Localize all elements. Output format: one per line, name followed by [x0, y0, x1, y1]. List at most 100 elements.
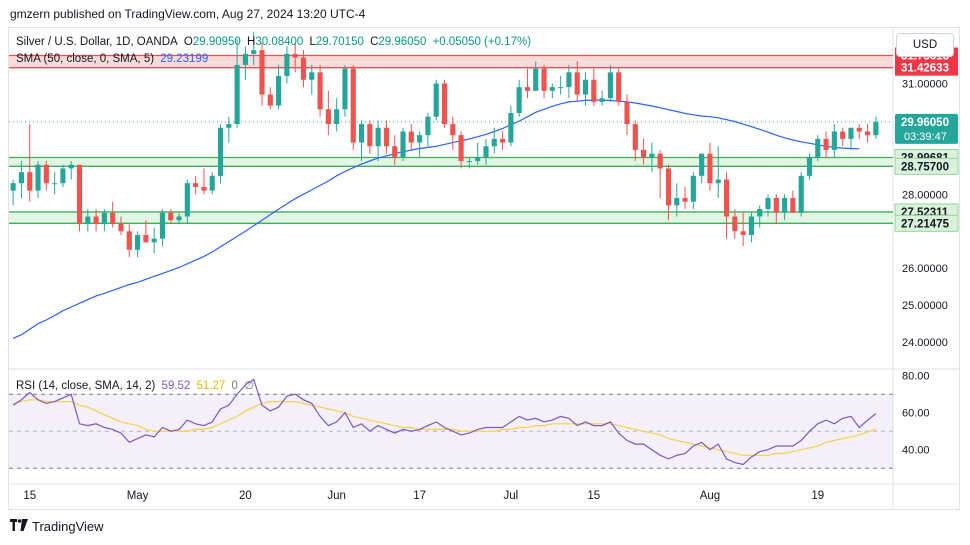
time-tick-label: 15	[587, 490, 600, 502]
zone-price-label: 28.75700	[901, 161, 949, 173]
candle-body	[815, 138, 821, 158]
ohlc-change: +0.05050 (+0.17%)	[432, 36, 532, 48]
candle	[433, 79, 439, 121]
currency-button[interactable]: USD	[896, 33, 954, 57]
candle-body	[541, 68, 547, 91]
candle	[549, 83, 555, 99]
candle-body	[168, 212, 174, 221]
candle-body	[367, 124, 373, 147]
candle	[566, 64, 572, 99]
candle-body	[848, 127, 854, 139]
candle	[151, 227, 157, 254]
candle-body	[433, 83, 439, 117]
candle	[574, 61, 580, 102]
candle-body	[35, 164, 41, 191]
candle-body	[68, 164, 74, 169]
zone-band-0	[9, 55, 893, 68]
candle	[856, 124, 862, 139]
last-price-label: 29.96050	[901, 117, 949, 129]
candle	[765, 194, 771, 217]
candle-body	[151, 238, 157, 243]
candle-body	[27, 172, 33, 191]
candle-body	[499, 138, 506, 143]
candle	[499, 131, 506, 150]
candle	[790, 190, 796, 213]
candle	[641, 138, 647, 165]
candle	[267, 87, 273, 110]
candle	[425, 113, 431, 147]
rsi-value: 59.52	[161, 380, 191, 392]
candle-body	[292, 53, 298, 58]
candle-body	[715, 179, 721, 184]
price-tick-label: 24.00000	[902, 337, 948, 349]
candle-body	[358, 124, 365, 143]
candle	[93, 209, 99, 232]
candle	[848, 127, 854, 150]
last-price-tag	[895, 113, 958, 144]
candle-body	[773, 198, 779, 213]
ohlc-close-label: C	[370, 36, 379, 48]
branding: TradingView	[10, 519, 104, 534]
zone-price-label: 27.21475	[901, 218, 950, 230]
candle-body	[217, 127, 224, 176]
candle-body	[18, 172, 25, 184]
candle	[558, 76, 564, 95]
candle	[209, 172, 215, 195]
candle-body	[325, 109, 331, 125]
candle-body	[267, 94, 273, 106]
ohlc-high-label: H	[247, 36, 256, 48]
candle-body	[558, 87, 564, 89]
ohlc-open: 29.90950	[192, 36, 241, 48]
candle	[35, 161, 41, 198]
rsi-legend: RSI (14, close, SMA, 14, 2) 59.52 51.27 …	[16, 378, 257, 392]
candle-body	[52, 183, 58, 185]
candle	[317, 64, 323, 117]
candle	[723, 172, 730, 239]
candle	[367, 120, 373, 154]
candle-body	[765, 198, 771, 210]
candle	[392, 135, 398, 165]
candle-body	[823, 138, 829, 150]
candle-body	[441, 83, 448, 125]
candle	[43, 161, 49, 191]
candle	[234, 39, 240, 128]
candle	[798, 172, 804, 217]
candle	[383, 120, 390, 154]
candle-body	[159, 212, 166, 239]
candle	[375, 120, 381, 162]
candle-body	[624, 101, 630, 125]
candle-body	[864, 131, 871, 136]
candle-body	[856, 127, 862, 132]
candle	[674, 183, 680, 217]
candle-body	[491, 138, 497, 147]
candle	[135, 231, 141, 258]
publish-info: gmzern published on TradingView.com, Aug…	[10, 7, 366, 21]
candle	[18, 161, 25, 198]
candle	[300, 50, 307, 88]
time-tick-label: 20	[239, 490, 252, 502]
candle	[748, 212, 754, 243]
candle-body	[798, 175, 804, 213]
chart-frame	[8, 27, 960, 510]
candle	[68, 161, 74, 180]
candle-body	[649, 153, 655, 158]
candle	[657, 149, 663, 198]
candle-body	[549, 87, 555, 91]
ohlc-low: 29.70150	[315, 36, 364, 48]
candle-body	[135, 234, 141, 250]
candle-body	[375, 127, 381, 147]
candle	[159, 209, 166, 247]
tradingview-logo-icon	[10, 519, 28, 534]
price-legend: Silver / U.S. Dollar, 1D, OANDA O29.9095…	[16, 36, 534, 48]
price-tick-label: 26.00000	[902, 263, 948, 275]
candle-body	[209, 175, 215, 191]
candle	[350, 64, 356, 150]
candle-body	[60, 168, 66, 184]
ohlc-open-label: O	[183, 36, 193, 48]
candle-body	[284, 53, 290, 77]
zone-price-tag	[895, 59, 958, 76]
candle	[508, 105, 514, 147]
candle-body	[118, 223, 124, 232]
candle	[176, 212, 182, 224]
